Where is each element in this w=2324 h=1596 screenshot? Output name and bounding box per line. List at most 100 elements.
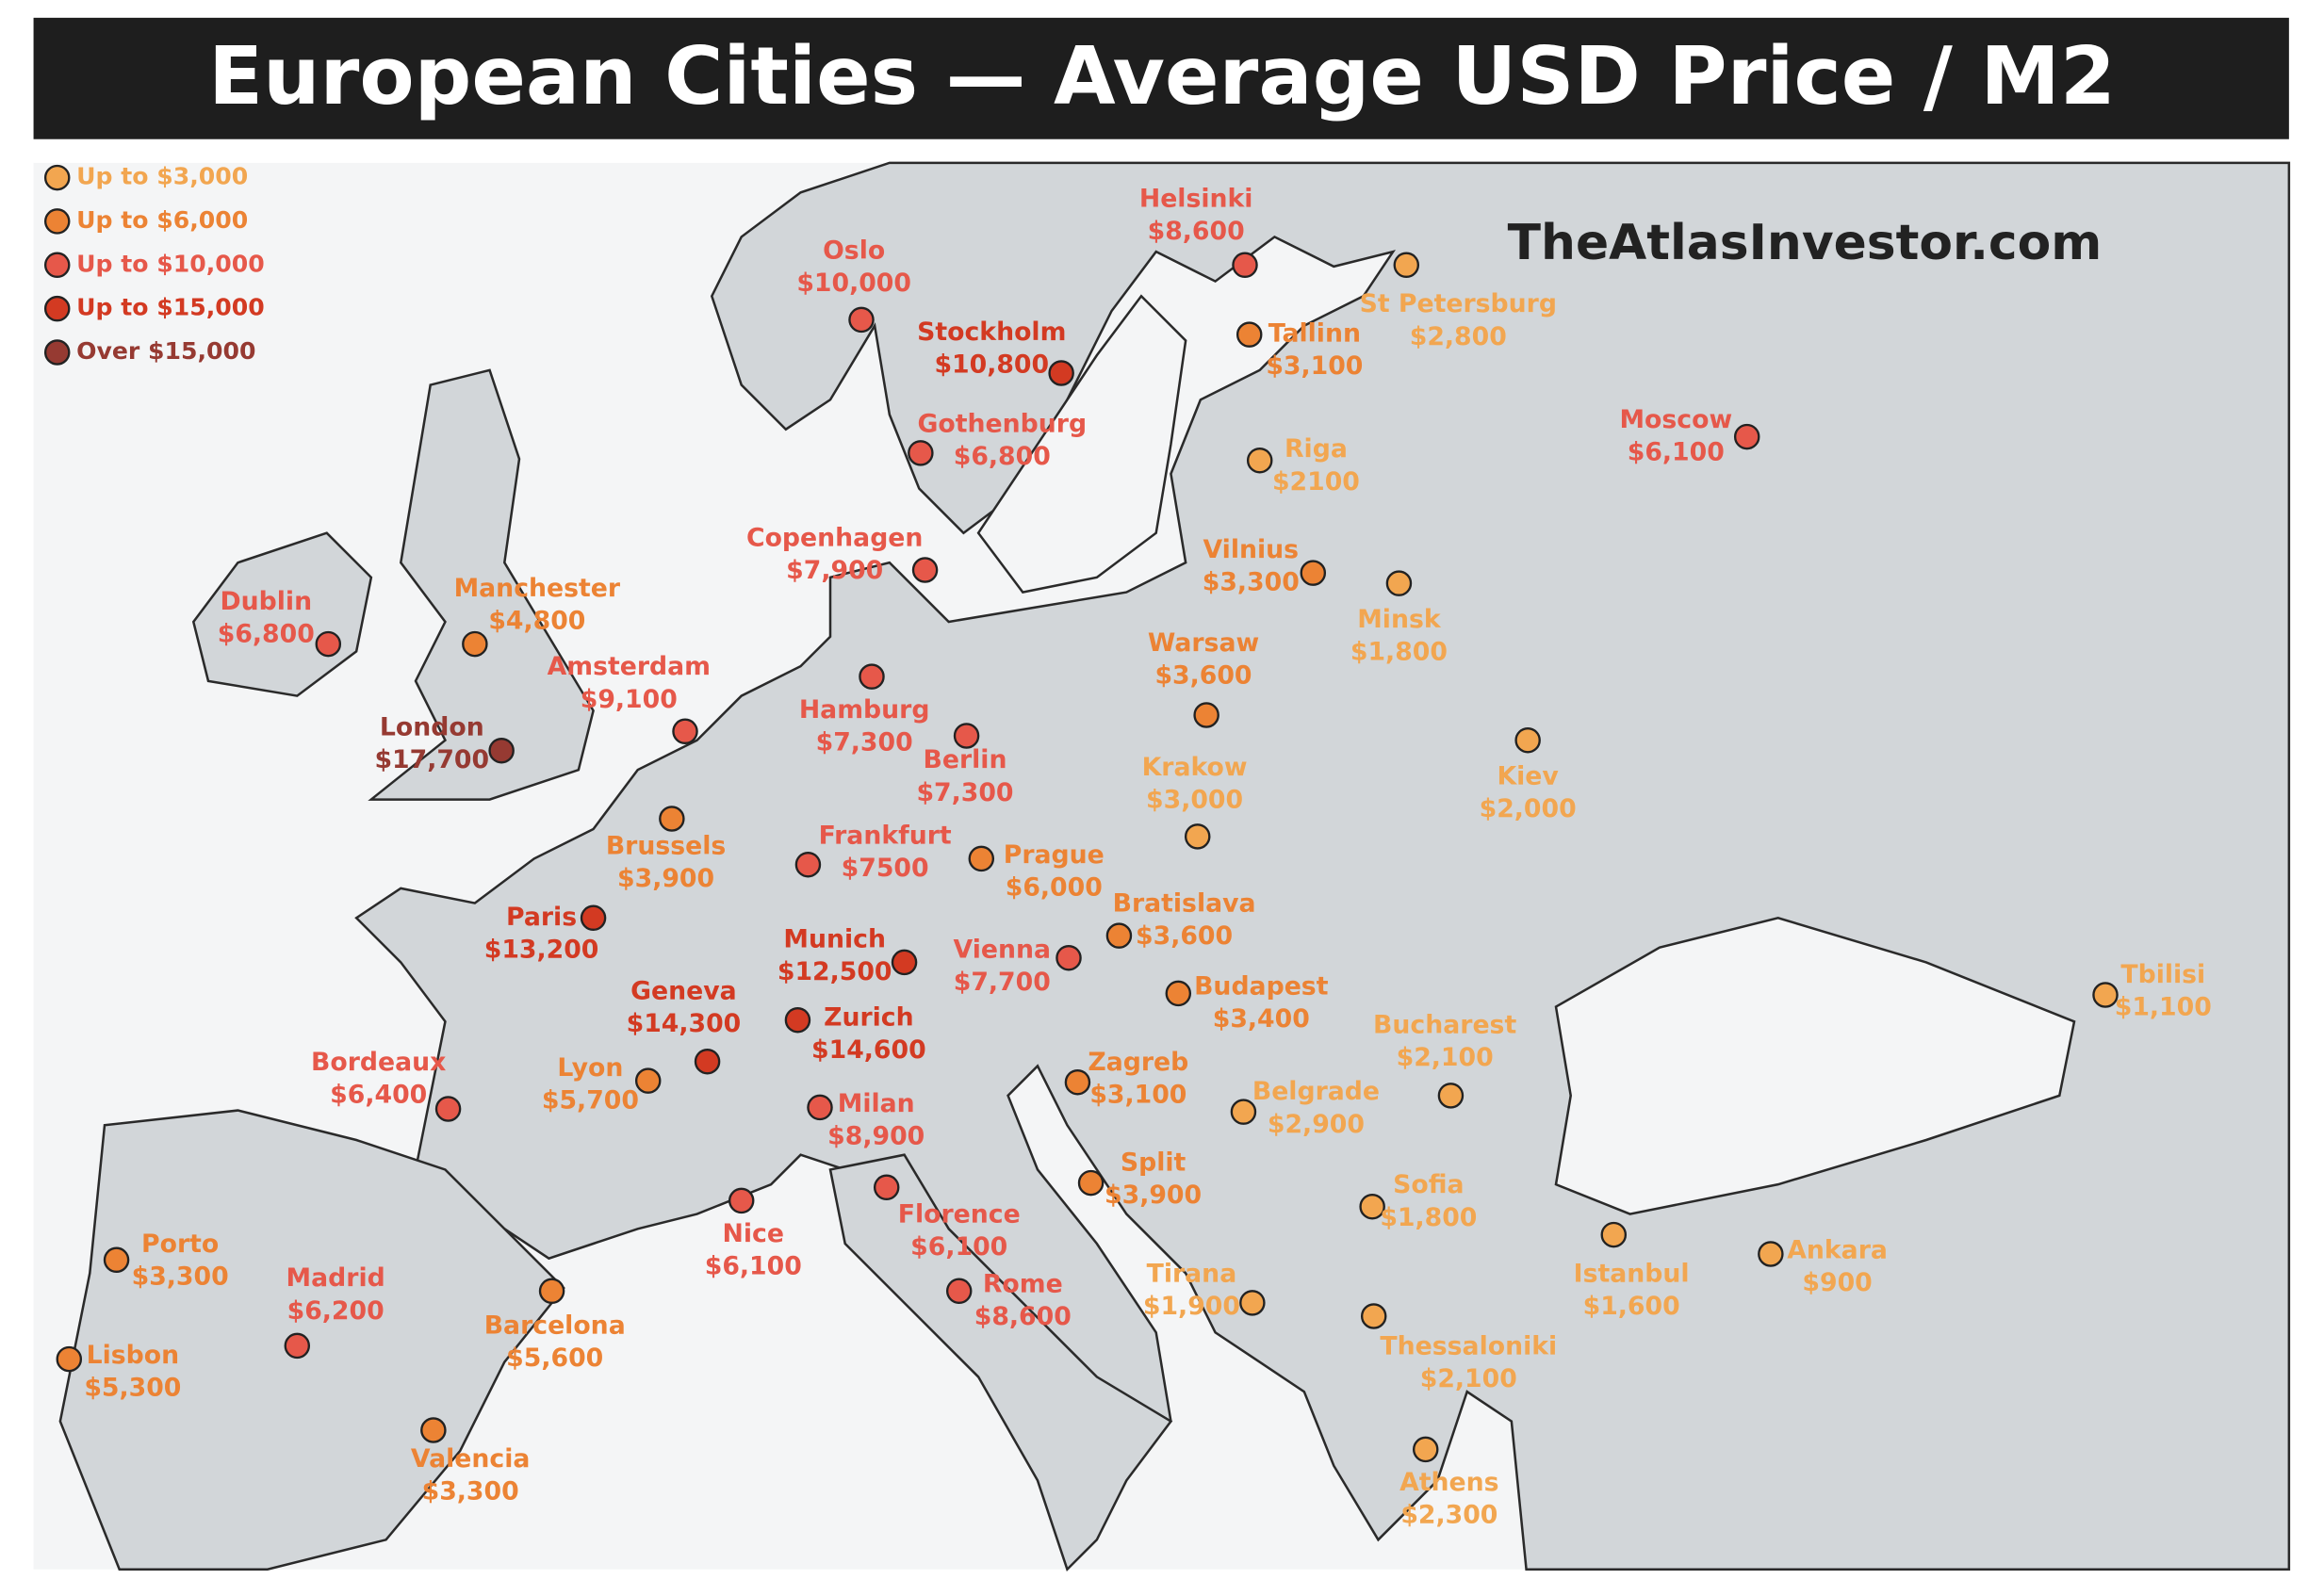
city-dot — [1232, 252, 1258, 279]
city-price: $8,600 — [1148, 217, 1245, 246]
city-dot — [728, 1187, 755, 1214]
city-dot — [794, 851, 822, 878]
city-name: Zurich — [824, 1003, 914, 1033]
city-name: Helsinki — [1139, 185, 1253, 214]
city-price: $3,600 — [1154, 661, 1252, 691]
city-price: $1,900 — [1143, 1292, 1240, 1321]
city-dot — [1193, 702, 1219, 728]
city-name: Copenhagen — [746, 524, 923, 553]
city-dot — [1437, 1083, 1465, 1109]
city-dot — [1360, 1303, 1387, 1329]
city-dot — [1048, 360, 1074, 386]
city-dot — [1056, 944, 1082, 971]
city-price: $5,600 — [506, 1344, 603, 1373]
city-price: $6,200 — [287, 1296, 385, 1326]
city-dot — [945, 1278, 973, 1305]
city-name: Valencia — [411, 1444, 531, 1474]
legend-dot — [43, 339, 71, 366]
legend-dot — [43, 208, 71, 235]
city-price: $9,100 — [581, 685, 678, 714]
city-price: $10,000 — [796, 269, 911, 298]
legend-label: Up to $6,000 — [76, 206, 248, 234]
city-price: $2,100 — [1420, 1364, 1517, 1393]
title-bar — [33, 17, 2289, 139]
city-name: Nice — [723, 1219, 784, 1248]
city-price: $8,900 — [827, 1121, 925, 1150]
city-price: $2,100 — [1397, 1043, 1494, 1072]
city-name: Rome — [983, 1270, 1063, 1299]
city-dot — [634, 1067, 662, 1094]
city-dot — [538, 1278, 565, 1305]
city-dot — [1412, 1436, 1439, 1463]
city-name: Florence — [898, 1200, 1021, 1230]
city-price: $2,800 — [1410, 322, 1507, 351]
legend-label: Up to $15,000 — [76, 294, 265, 321]
city-price: $3,900 — [617, 864, 714, 893]
legend-dot — [43, 252, 71, 279]
city-name: Paris — [506, 903, 577, 932]
black-sea — [1554, 916, 2076, 1215]
city-name: Tbilisi — [2120, 960, 2205, 989]
city-price: $2,000 — [1480, 794, 1577, 823]
city-dot — [462, 630, 488, 658]
city-dot — [1239, 1290, 1266, 1316]
city-price: $3,900 — [1105, 1181, 1202, 1210]
city-dot — [284, 1332, 311, 1360]
city-price: $900 — [1802, 1268, 1872, 1297]
city-dot — [315, 630, 342, 658]
city-name: Warsaw — [1148, 628, 1259, 658]
city-name: Munich — [783, 924, 886, 953]
city-name: Budapest — [1194, 972, 1329, 1002]
city-dot — [859, 663, 885, 690]
city-price: $6,000 — [1006, 872, 1103, 902]
city-name: Bratislava — [1113, 889, 1256, 919]
city-price: $2,300 — [1400, 1501, 1498, 1530]
city-name: Split — [1121, 1148, 1187, 1178]
land — [354, 161, 2291, 1571]
city-price: $3,600 — [1136, 921, 1233, 951]
city-price: $13,200 — [484, 935, 599, 964]
city-dot — [908, 440, 934, 466]
city-name: Porto — [141, 1230, 219, 1259]
city-price: $3,000 — [1146, 786, 1243, 815]
city-price: $10,800 — [934, 350, 1049, 380]
city-dot — [659, 806, 685, 832]
city-price: $5,700 — [542, 1086, 639, 1116]
city-dot — [1300, 560, 1327, 586]
city-name: Madrid — [286, 1263, 385, 1293]
city-price: $6,100 — [1628, 437, 1725, 466]
city-dot — [56, 1345, 83, 1373]
city-name: Ankara — [1787, 1235, 1888, 1264]
city-dot — [1184, 823, 1211, 850]
city-price: $6,800 — [218, 620, 315, 649]
city-price: $14,600 — [811, 1035, 926, 1065]
city-name: Milan — [838, 1089, 915, 1118]
city-price: $7,900 — [786, 556, 883, 585]
city-name: Moscow — [1619, 405, 1732, 434]
city-price: $3,400 — [1213, 1004, 1310, 1034]
legend-dot — [43, 295, 71, 322]
city-name: Lisbon — [87, 1341, 180, 1370]
city-name: Belgrade — [1252, 1077, 1380, 1106]
city-name: Minsk — [1357, 605, 1442, 634]
city-dot — [873, 1174, 900, 1201]
city-price: $14,300 — [627, 1009, 742, 1038]
city-dot — [1064, 1068, 1091, 1096]
city-dot — [848, 306, 875, 334]
city-dot — [891, 949, 918, 976]
city-price: $6,100 — [910, 1232, 1007, 1262]
city-dot — [488, 737, 515, 764]
city-price: $17,700 — [374, 745, 489, 774]
legend-label: Over $15,000 — [76, 337, 255, 365]
city-name: Prague — [1004, 840, 1105, 870]
city-name: Zagreb — [1088, 1048, 1188, 1077]
city-price: $7,300 — [816, 727, 913, 757]
city-name: Istanbul — [1574, 1260, 1690, 1289]
city-dot — [672, 718, 698, 745]
city-price: $1,600 — [1583, 1292, 1680, 1321]
city-name: Geneva — [630, 976, 737, 1005]
city-name: Vienna — [954, 935, 1052, 964]
city-name: Gothenburg — [917, 410, 1087, 439]
